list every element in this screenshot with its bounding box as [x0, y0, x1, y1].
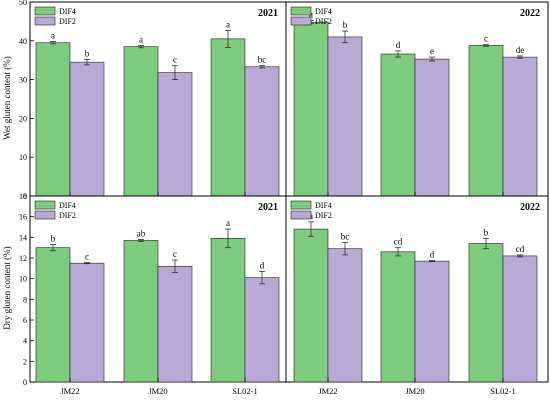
- x-tick-label: JM20: [405, 386, 424, 396]
- bar-dif2-jm22: [69, 61, 105, 197]
- panel-year-title: 2022: [520, 202, 540, 213]
- significance-label: d: [430, 250, 435, 260]
- legend-swatch-dif2: [34, 16, 56, 26]
- bar-dif4-sl02-1: [210, 238, 246, 383]
- significance-label: ab: [137, 228, 146, 238]
- significance-label: c: [173, 55, 177, 65]
- significance-label: c: [484, 34, 488, 44]
- x-tick-label: JM22: [60, 386, 79, 396]
- significance-label: bc: [258, 55, 267, 65]
- legend-swatch-dif4: [290, 6, 312, 16]
- bar-dif2-jm20: [414, 58, 450, 197]
- y-tick-label: 14: [19, 233, 27, 242]
- legend-label-dif2: DIF2: [315, 211, 332, 220]
- significance-label: a: [226, 218, 230, 228]
- significance-label: d: [396, 40, 401, 50]
- y-tick-label: 2: [23, 357, 27, 366]
- y-tick-label: 10: [19, 153, 27, 162]
- y-tick-label: 8: [23, 295, 27, 304]
- bar-dif4-jm20: [123, 46, 159, 197]
- significance-label: b: [85, 48, 90, 58]
- significance-label: c: [173, 249, 177, 259]
- significance-label: cd: [394, 237, 403, 247]
- y-tick-label: 16: [19, 213, 27, 222]
- bar-dif4-jm20: [123, 240, 159, 383]
- legend-label-dif4: DIF4: [59, 7, 76, 16]
- bar-dif2-jm20: [157, 265, 193, 383]
- y-tick-label: 50: [19, 0, 27, 7]
- legend-label-dif2: DIF2: [59, 211, 76, 220]
- significance-label: d: [260, 260, 265, 270]
- legend-swatch-dif4: [34, 200, 56, 210]
- legend-swatch-dif2: [290, 210, 312, 220]
- y-tick-label: 0: [23, 378, 27, 387]
- significance-label: bc: [341, 232, 350, 242]
- legend-swatch-dif2: [290, 16, 312, 26]
- bar-dif2-jm20: [414, 260, 450, 383]
- x-tick-label: JM22: [318, 386, 337, 396]
- bar-dif2-sl02-1: [502, 56, 538, 197]
- significance-label: a: [226, 19, 230, 29]
- bar-dif4-sl02-1: [468, 45, 504, 197]
- significance-label: e: [430, 46, 434, 56]
- dry-gluten-ylabel: Dry gluten content (%): [2, 246, 12, 329]
- y-tick-label: 40: [19, 37, 27, 46]
- y-tick-label: 20: [19, 114, 27, 123]
- significance-label: b: [484, 227, 489, 237]
- y-tick-label: 4: [23, 337, 27, 346]
- significance-label: b: [51, 234, 56, 244]
- wet-gluten-ylabel: Wet gluten content (%): [2, 56, 12, 140]
- bar-dif4-jm22: [35, 42, 71, 197]
- panel-year-title: 2021: [258, 8, 278, 19]
- panel-year-title: 2022: [520, 8, 540, 19]
- y-tick-label: 18: [19, 192, 27, 201]
- bar-dif4-jm20: [380, 53, 416, 197]
- legend-label-dif4: DIF4: [315, 7, 332, 16]
- significance-label: de: [516, 45, 525, 55]
- bar-dif2-jm22: [327, 248, 363, 383]
- significance-label: cd: [516, 244, 525, 254]
- significance-label: a: [51, 31, 55, 41]
- panel-3: 0 2 4 6 8 10 12 14 16 18 b ab a c c d JM22 JM20 SL02-1 2021…: [19, 192, 287, 396]
- bar-dif4-sl02-1: [468, 243, 504, 383]
- legend-label-dif2: DIF2: [315, 17, 332, 26]
- legend-swatch-dif4: [290, 200, 312, 210]
- legend-label-dif4: DIF4: [59, 201, 76, 210]
- bar-dif2-sl02-1: [244, 66, 280, 197]
- x-tick-label: SL02-1: [232, 386, 258, 396]
- bar-dif4-jm20: [380, 251, 416, 383]
- significance-label: a: [139, 34, 143, 44]
- bar-dif2-jm20: [157, 72, 193, 197]
- legend-label-dif4: DIF4: [315, 201, 332, 210]
- legend-swatch-dif4: [34, 6, 56, 16]
- legend-label-dif2: DIF2: [59, 17, 76, 26]
- significance-label: c: [85, 252, 89, 262]
- y-tick-label: 30: [19, 76, 27, 85]
- bar-dif2-jm22: [69, 262, 105, 383]
- panel-2: adcbede2022DIF4DIF2: [285, 1, 549, 197]
- legend-swatch-dif2: [34, 210, 56, 220]
- bar-dif4-sl02-1: [210, 38, 246, 197]
- significance-label: b: [343, 20, 348, 30]
- bar-dif2-jm22: [327, 36, 363, 197]
- x-tick-label: JM20: [148, 386, 167, 396]
- y-tick-label: 6: [23, 316, 27, 325]
- y-tick-label: 10: [19, 275, 27, 284]
- x-tick-label: SL02-1: [490, 386, 516, 396]
- bar-dif4-jm22: [293, 21, 329, 197]
- y-tick-label: 12: [19, 254, 27, 263]
- y-tick-label: 0: [23, 192, 27, 201]
- bar-dif4-jm22: [35, 247, 71, 383]
- bar-dif2-sl02-1: [244, 277, 280, 383]
- bar-dif2-sl02-1: [502, 255, 538, 383]
- bar-dif4-jm22: [293, 228, 329, 383]
- panel-year-title: 2021: [258, 202, 278, 213]
